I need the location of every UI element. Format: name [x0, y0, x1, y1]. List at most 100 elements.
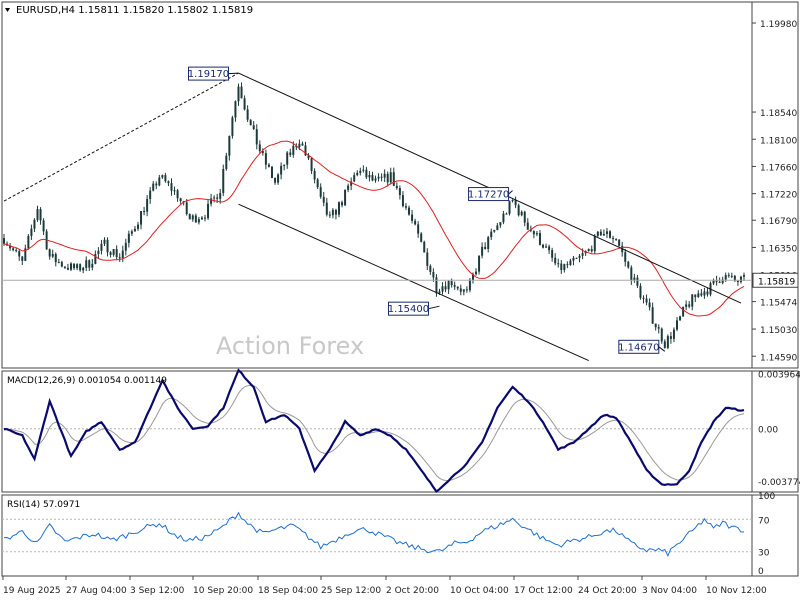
price-tick-label: 1.17660 — [760, 163, 797, 173]
candle-body — [231, 117, 234, 136]
candle-body — [158, 177, 161, 186]
price-tick-label: 1.14590 — [760, 353, 797, 363]
candle-body — [267, 164, 270, 167]
candle-body — [727, 275, 730, 277]
candle-body — [462, 289, 465, 292]
candle-body — [630, 267, 633, 281]
candle-body — [97, 250, 100, 255]
candle-body — [292, 145, 295, 155]
candle-body — [581, 253, 584, 256]
candle-body — [295, 145, 298, 148]
price-tick-label: 1.18540 — [760, 109, 797, 119]
candle-body — [660, 328, 663, 342]
candle-body — [91, 263, 94, 268]
candle-body — [383, 173, 386, 178]
chart-text: 1.19980 1.18540 1.18100 1.17660 1.17220 1.167… — [3, 5, 800, 596]
price-tick-label: 1.17220 — [760, 191, 797, 201]
candle-body — [143, 211, 146, 213]
candle-body — [337, 202, 340, 215]
price-label-box — [387, 301, 429, 316]
price-label-1.15400: 1.15400 — [388, 304, 429, 315]
candle-body — [420, 233, 423, 242]
candle-body — [624, 252, 627, 262]
candle-body — [432, 271, 435, 278]
candle-body — [645, 298, 648, 303]
candle-body — [441, 286, 444, 292]
candle-body — [112, 249, 115, 255]
macd-tick-label: -0.003774 — [758, 478, 800, 488]
candle-body — [663, 341, 666, 348]
candle-body — [371, 175, 374, 181]
price-tick-label: 1.16350 — [760, 244, 797, 254]
candle-body — [514, 199, 517, 206]
candle-body — [596, 231, 599, 236]
candle-body — [240, 86, 243, 99]
candle-body — [730, 275, 733, 277]
candle-body — [605, 231, 608, 234]
rsi-header: RSI(14) 57.0971 — [7, 500, 80, 510]
price-label-1.17270: 1.17270 — [468, 190, 509, 201]
candle-body — [133, 228, 136, 232]
candle-body — [365, 169, 368, 178]
candle-body — [404, 206, 407, 208]
candle-body — [499, 222, 502, 226]
candle-body — [636, 277, 639, 286]
candle-body — [542, 244, 545, 248]
candle-body — [484, 246, 487, 249]
candle-body — [715, 280, 718, 282]
candle-body — [669, 336, 672, 339]
candle-body — [587, 249, 590, 252]
candle-body — [313, 170, 316, 180]
time-tick-label: 10 Sep 20:00 — [193, 586, 253, 596]
price-label-1.14670: 1.14670 — [618, 342, 659, 353]
candle-body — [362, 169, 365, 171]
candle-body — [380, 176, 383, 178]
candle-body — [468, 279, 471, 291]
candle-body — [191, 215, 194, 220]
candle-body — [697, 293, 700, 298]
candle-body — [593, 235, 596, 252]
watermark: Action Forex — [216, 332, 364, 360]
candle-body — [545, 246, 548, 248]
candle-body — [438, 291, 441, 294]
time-tick-label: 18 Sep 04:00 — [258, 586, 318, 596]
candle-body — [417, 224, 420, 234]
dropdown-icon — [5, 8, 10, 12]
candle-body — [572, 257, 575, 261]
candle-body — [736, 280, 739, 283]
candle-body — [115, 249, 118, 258]
candle-body — [672, 329, 675, 339]
candle-body — [609, 231, 612, 238]
candle-body — [453, 285, 456, 287]
candle-body — [213, 197, 216, 199]
candle-body — [334, 210, 337, 215]
trend-line-0 — [3, 72, 239, 202]
candle-body — [60, 262, 63, 267]
candle-body — [712, 280, 715, 284]
macd-main-line — [3, 368, 745, 494]
candle-body — [219, 193, 222, 199]
candle-body — [627, 261, 630, 268]
candle-body — [520, 211, 523, 216]
candle-body — [140, 211, 143, 225]
candle-body — [721, 279, 724, 283]
candle-body — [703, 291, 706, 296]
candle-body — [408, 207, 411, 215]
candle-body — [24, 248, 27, 261]
candle-body — [368, 175, 371, 178]
candle-body — [179, 198, 182, 202]
candle-body — [700, 293, 703, 296]
candle-body — [88, 260, 91, 268]
candle-body — [739, 276, 742, 283]
candle-body — [85, 260, 88, 268]
time-tick-label: 10 Nov 12:00 — [706, 586, 767, 596]
candle-body — [560, 263, 563, 270]
candle-body — [331, 210, 334, 216]
candle-body — [392, 172, 395, 186]
candle-body — [633, 277, 636, 281]
candle-body — [73, 263, 76, 269]
candle-body — [249, 119, 252, 126]
candle-body — [243, 98, 246, 110]
candle-body — [356, 172, 359, 176]
candle-body — [569, 260, 572, 265]
